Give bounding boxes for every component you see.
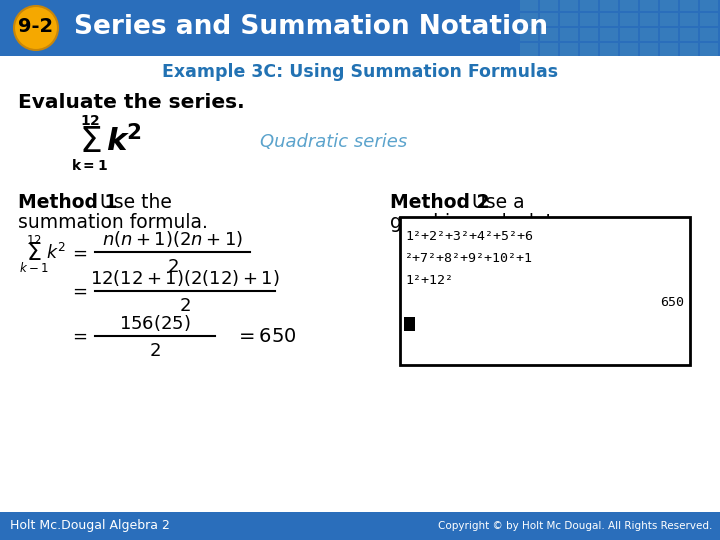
- Bar: [560, 13, 578, 26]
- Text: Method 1: Method 1: [18, 193, 117, 213]
- Text: Use a: Use a: [466, 193, 525, 213]
- Bar: [620, 28, 638, 41]
- Text: Copyright © by Holt Mc Dougal. All Rights Reserved.: Copyright © by Holt Mc Dougal. All Right…: [438, 521, 712, 531]
- Text: $k-1$: $k-1$: [19, 261, 49, 275]
- Bar: [540, 28, 558, 41]
- Bar: [400, 217, 690, 365]
- Bar: [404, 317, 415, 331]
- Bar: [700, 28, 718, 41]
- Bar: [560, 28, 578, 41]
- Bar: [600, 13, 618, 26]
- Bar: [0, 0, 720, 56]
- Bar: [660, 43, 678, 56]
- Circle shape: [14, 6, 58, 50]
- Bar: [0, 512, 720, 540]
- Bar: [520, 0, 538, 11]
- Text: Holt Mc.Dougal Algebra 2: Holt Mc.Dougal Algebra 2: [10, 519, 170, 532]
- Text: $2$: $2$: [149, 342, 161, 360]
- Text: 650: 650: [660, 296, 684, 309]
- Bar: [640, 28, 658, 41]
- Bar: [580, 13, 598, 26]
- Bar: [680, 28, 698, 41]
- Bar: [540, 0, 558, 11]
- Bar: [700, 13, 718, 26]
- Text: Method 2: Method 2: [390, 193, 490, 213]
- Bar: [580, 28, 598, 41]
- Text: 1²+2²+3²+4²+5²+6: 1²+2²+3²+4²+5²+6: [405, 231, 533, 244]
- Bar: [640, 13, 658, 26]
- Bar: [700, 0, 718, 11]
- Bar: [560, 0, 578, 11]
- Text: $=$: $=$: [68, 244, 87, 262]
- Text: Example 3C: Using Summation Formulas: Example 3C: Using Summation Formulas: [162, 63, 558, 81]
- Bar: [680, 13, 698, 26]
- Text: $12$: $12$: [26, 233, 42, 246]
- Bar: [520, 28, 538, 41]
- Text: graphing calculator.: graphing calculator.: [390, 213, 576, 232]
- Bar: [600, 43, 618, 56]
- Bar: [580, 43, 598, 56]
- Bar: [540, 13, 558, 26]
- Bar: [660, 0, 678, 11]
- Bar: [640, 43, 658, 56]
- Bar: [660, 28, 678, 41]
- Text: Quadratic series: Quadratic series: [260, 133, 408, 151]
- Text: $=$: $=$: [68, 282, 87, 300]
- Text: 9-2: 9-2: [19, 17, 53, 37]
- Text: $\mathbf{k=1}$: $\mathbf{k=1}$: [71, 159, 109, 173]
- Bar: [520, 43, 538, 56]
- Bar: [620, 0, 638, 11]
- Text: $\boldsymbol{k}^{\mathbf{2}}$: $\boldsymbol{k}^{\mathbf{2}}$: [106, 125, 142, 157]
- Text: 1²+12²: 1²+12²: [405, 274, 453, 287]
- Bar: [620, 13, 638, 26]
- Bar: [560, 43, 578, 56]
- Text: $2$: $2$: [167, 258, 179, 276]
- Text: ²+7²+8²+9²+10²+1: ²+7²+8²+9²+10²+1: [405, 253, 533, 266]
- Text: $156(25)$: $156(25)$: [119, 313, 191, 333]
- Bar: [620, 43, 638, 56]
- Bar: [660, 13, 678, 26]
- Bar: [640, 0, 658, 11]
- Text: $12(12 +1)(2(12)+1)$: $12(12 +1)(2(12)+1)$: [90, 268, 280, 288]
- Bar: [580, 0, 598, 11]
- Text: Series and Summation Notation: Series and Summation Notation: [74, 14, 548, 40]
- Text: $2$: $2$: [179, 297, 191, 315]
- Bar: [600, 0, 618, 11]
- Text: summation formula.: summation formula.: [18, 213, 208, 232]
- Bar: [680, 0, 698, 11]
- Text: Evaluate the series.: Evaluate the series.: [18, 93, 245, 112]
- Bar: [520, 13, 538, 26]
- Text: $=$: $=$: [68, 327, 87, 345]
- Text: $\Sigma$: $\Sigma$: [78, 125, 102, 159]
- Bar: [600, 28, 618, 41]
- Text: $\mathbf{12}$: $\mathbf{12}$: [80, 114, 100, 128]
- Text: $\Sigma$: $\Sigma$: [26, 241, 42, 265]
- Bar: [700, 43, 718, 56]
- Text: Use the: Use the: [94, 193, 172, 213]
- Text: $= 650$: $= 650$: [235, 327, 297, 346]
- Bar: [540, 43, 558, 56]
- Text: $k^2$: $k^2$: [46, 243, 66, 263]
- Text: $n(n +1)(2n +1)$: $n(n +1)(2n +1)$: [102, 229, 243, 249]
- Bar: [680, 43, 698, 56]
